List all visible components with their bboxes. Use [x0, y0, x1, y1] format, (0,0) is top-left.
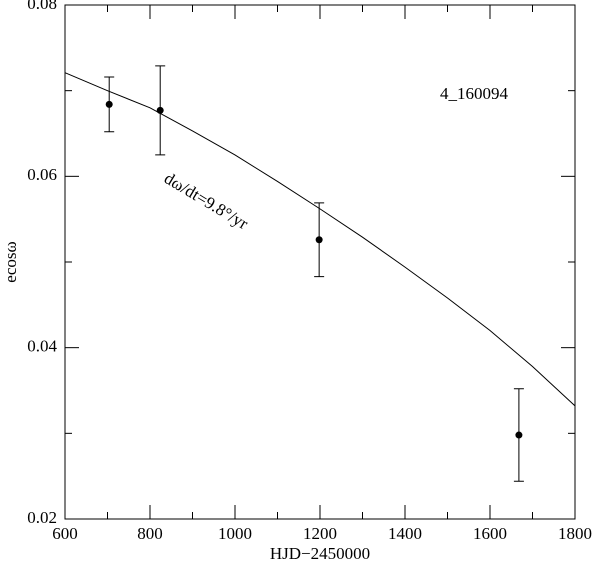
data-point [156, 106, 164, 114]
x-tick-label: 1800 [558, 524, 592, 543]
x-tick-label: 1600 [473, 524, 507, 543]
annotation: 4_160094 [440, 84, 509, 103]
y-tick-label: 0.02 [27, 508, 57, 527]
x-tick-label: 1000 [218, 524, 252, 543]
model-line [64, 72, 576, 407]
x-tick-label: 800 [137, 524, 163, 543]
data-point [515, 431, 523, 439]
x-tick-label: 600 [52, 524, 78, 543]
x-tick-label: 1400 [388, 524, 422, 543]
x-axis-label: HJD−2450000 [270, 544, 370, 563]
y-tick-label: 0.04 [27, 337, 57, 356]
annotation: dω/dt=9.8°/yr [161, 168, 252, 233]
x-tick-label: 1200 [303, 524, 337, 543]
y-tick-label: 0.06 [27, 165, 57, 184]
data-point [315, 236, 323, 244]
data-point [105, 100, 113, 108]
y-tick-label: 0.08 [27, 0, 57, 13]
y-axis-label: ecosω [1, 241, 20, 282]
plot-frame [64, 4, 576, 520]
